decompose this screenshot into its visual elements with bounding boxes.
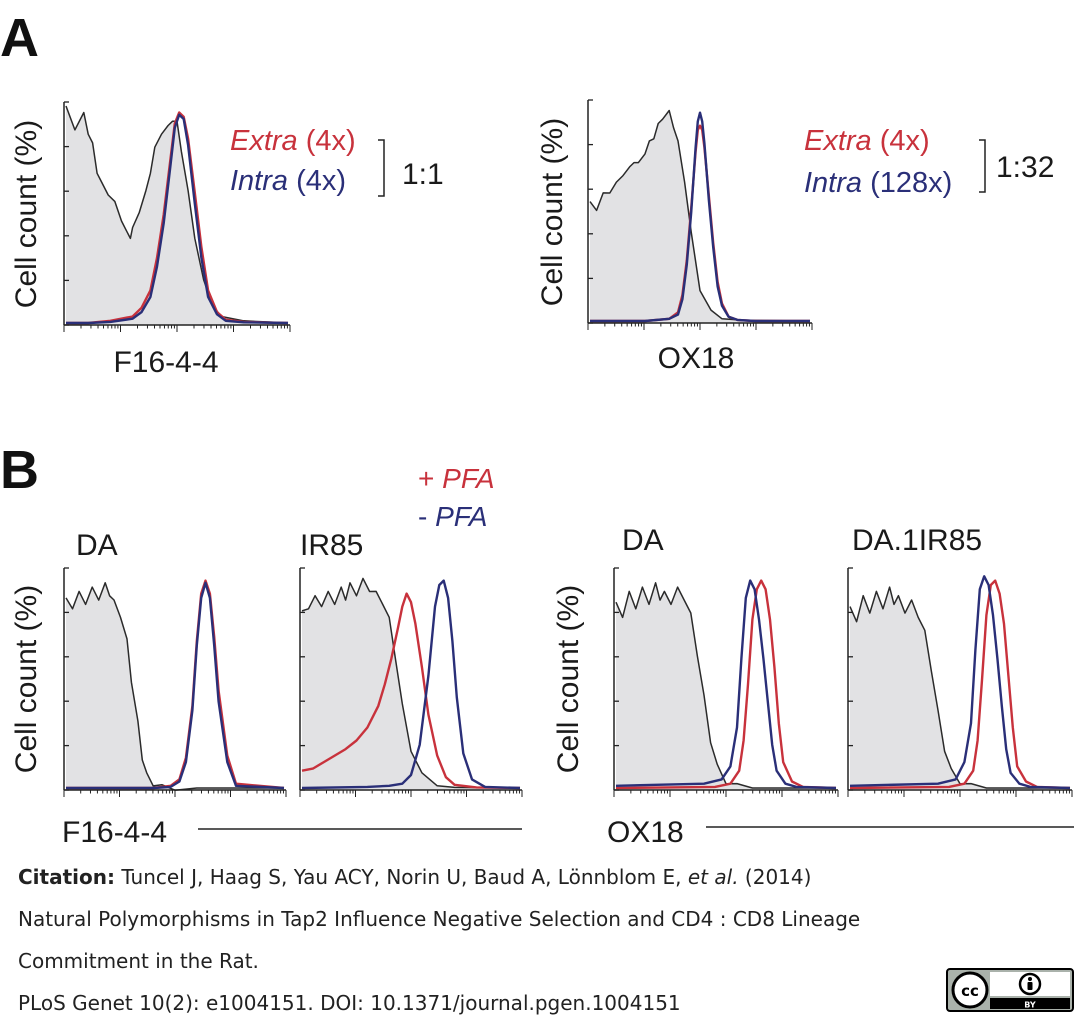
citation-line-1: Citation: Tuncel J, Haag S, Yau ACY, Nor… [18,856,1058,898]
histogram-B-DA1IR85-OX18: DA.1IR85 [847,524,1073,797]
cc-icon [951,971,989,1009]
plot-title: IR85 [300,529,363,562]
blue-series-A-F16-4-4 [66,113,289,325]
red-series-B-DA-OX18 [615,579,837,790]
control-area-A-F16-4-4 [66,106,288,325]
figure-canvas: A B Cell count (%) F16-4-4 Extra (4x) Intra… [0,8,1074,849]
control-area-B-DA-F16 [66,582,284,791]
plot-title: DA.1IR85 [852,524,982,557]
legend-entry: Intra (4x) [230,165,346,197]
plot-title: DA [76,529,118,562]
control-area-B-DA-OX18 [616,582,836,790]
control-line-B-DA-F16 [65,582,284,791]
legend-entry: - PFA [418,501,488,532]
control-area-B-DA1IR85-OX18 [850,587,1070,790]
panel-a-label: A [0,8,39,68]
control-area-A-OX18 [590,110,810,323]
histogram-A-F16-4-4: Cell count (%) F16-4-4 Extra (4x) Intra (4x… [10,101,444,379]
ratio-bracket [378,139,385,197]
y-axis-label: Cell count (%) [10,120,43,308]
legend-entry: Intra (128x) [804,167,952,199]
y-axis-label: Cell count (%) [536,118,569,306]
blue-series-B-DA1IR85-OX18 [849,575,1071,790]
histogram-plots: Cell count (%) F16-4-4 Extra (4x) Intra (4x… [10,99,1073,797]
cc-icon-text: cc [961,982,979,1000]
ox18-bottom-label: OX18 [607,816,684,849]
ratio-bracket [979,139,986,193]
citation-year: (2014) [738,865,812,889]
plot-title: DA [622,524,664,557]
ratio-label: 1:1 [402,158,444,191]
citation-etal: et al. [687,865,739,889]
blue-series-B-DA-F16 [66,581,285,790]
legend-entry: Extra (4x) [230,125,356,157]
citation-authors: Tuncel J, Haag S, Yau ACY, Norin U, Baud… [114,865,688,889]
control-line-B-IR85-F16 [301,577,521,789]
x-axis-label: OX18 [658,342,735,375]
citation-block: Citation: Tuncel J, Haag S, Yau ACY, Nor… [18,856,1058,1024]
control-area-B-IR85-F16 [302,578,520,790]
y-axis-label: Cell count (%) [552,585,585,773]
legend-entry: Extra (4x) [804,125,930,157]
control-line-A-OX18 [589,109,811,322]
citation-journal-line: PLoS Genet 10(2): e1004151. DOI: 10.1371… [18,991,681,1015]
citation-title-line-2: Commitment in the Rat. [18,949,259,973]
histogram-B-DA-OX18: Cell count (%) DA [552,524,839,797]
blue-series-A-OX18 [590,111,810,323]
red-series-B-DA1IR85-OX18 [849,579,1071,790]
y-axis-label: Cell count (%) [10,585,43,773]
citation-title-line-1: Natural Polymorphisms in Tap2 Influence … [18,907,861,931]
histogram-A-OX18: Cell count (%) OX18 Extra (4x) Intra (128x)… [536,99,1054,375]
citation-label: Citation: [18,865,115,889]
x-axis-label: F16-4-4 [113,346,218,379]
red-series-B-IR85-F16 [301,592,521,790]
attribution-person-icon [1018,972,1042,996]
legend-entry: + PFA [418,463,495,494]
panel-b-label: B [0,440,39,500]
histogram-B-DA-F16: Cell count (%) DA [10,529,287,797]
by-label: BY [1024,1001,1036,1010]
ratio-label: 1:32 [996,151,1054,184]
histogram-B-IR85-F16: IR85 + PFA - PFA [299,463,523,797]
cc-by-license-badge[interactable]: cc BY [946,968,1074,1012]
blue-series-B-IR85-F16 [301,579,521,790]
blue-series-B-DA-OX18 [615,579,837,790]
f16-bottom-label: F16-4-4 [62,816,167,849]
